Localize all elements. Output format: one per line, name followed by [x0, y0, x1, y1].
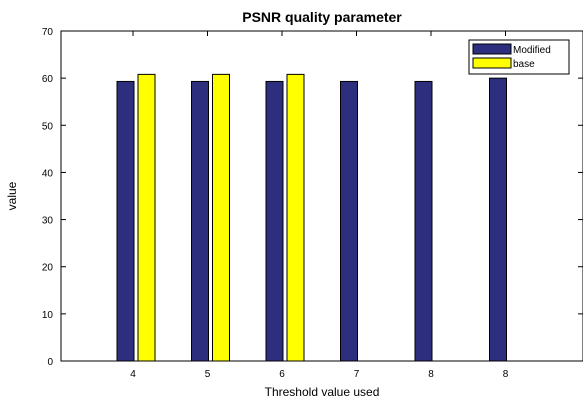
bar-modified-5	[414, 80, 433, 362]
y-tick-label: 30	[42, 216, 54, 227]
y-tick-label: 50	[42, 121, 54, 132]
bar-modified-6	[489, 77, 507, 362]
bar-base-1	[137, 73, 156, 362]
bar-modified-4	[340, 80, 358, 362]
legend-swatch-modified	[472, 43, 512, 55]
x-tick-label: 4	[130, 369, 136, 380]
y-tick-label: 20	[42, 263, 54, 274]
x-tick-label: 6	[279, 369, 285, 380]
bar-modified-3	[265, 80, 284, 362]
x-tick-label: 7	[354, 369, 360, 380]
y-tick-label: 70	[42, 27, 54, 38]
bar-modified-1	[116, 80, 135, 362]
y-tick-label: 0	[47, 357, 53, 368]
y-axis-label: value	[5, 181, 19, 210]
x-tick-label: 5	[205, 369, 211, 380]
legend-label-modified: Modified	[513, 45, 551, 56]
y-tick-label: 40	[42, 168, 54, 179]
plot-frame	[60, 30, 583, 362]
x-tick-label: 8	[503, 369, 509, 380]
x-tick-label: 8	[428, 369, 434, 380]
legend-label-base: base	[513, 59, 535, 70]
legend: Modified base	[468, 39, 570, 75]
bar-modified-2	[191, 80, 209, 362]
plot-area: 0 10 20 30 40 50 60 70 4 5 6 7 8 8	[42, 27, 583, 380]
legend-swatch-base	[472, 57, 512, 69]
chart-title: PSNR quality parameter	[242, 9, 402, 25]
y-tick-label: 10	[42, 310, 54, 321]
y-tick-label: 60	[42, 74, 54, 85]
bar-base-2	[212, 73, 230, 362]
bar-base-3	[286, 73, 305, 362]
x-axis-label: Threshold value used	[265, 385, 380, 399]
